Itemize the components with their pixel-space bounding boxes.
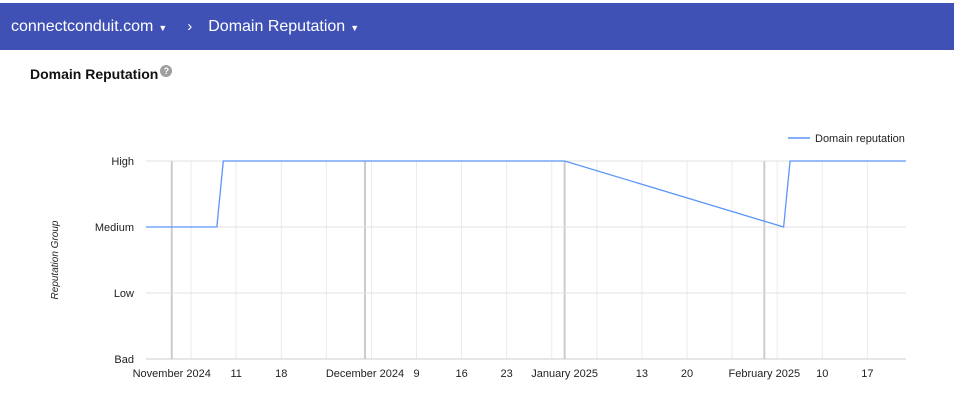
section-label: Domain Reputation (208, 17, 346, 35)
series-line (146, 160, 906, 228)
dropdown-caret-icon: ▼ (350, 22, 360, 33)
x-tick-label: February 2025 (729, 368, 801, 380)
help-icon[interactable]: ? (160, 65, 173, 77)
breadcrumb-separator-icon: › (187, 18, 193, 35)
x-tick-label: 18 (275, 368, 287, 380)
x-tick-label: 11 (230, 368, 241, 380)
domain-selector[interactable]: connectconduit.com ▼ (11, 18, 167, 36)
x-tick-label: January 2025 (531, 368, 598, 380)
page-title: Domain Reputation ? (30, 65, 173, 82)
x-tick-label: December 2024 (326, 368, 404, 380)
section-selector[interactable]: Domain Reputation ▼ (208, 18, 359, 36)
x-tick-label: 23 (501, 368, 513, 380)
x-tick-label: 17 (861, 368, 873, 380)
x-tick-label: 20 (681, 368, 693, 380)
x-tick-label: 10 (816, 368, 828, 380)
top-bar: connectconduit.com ▼ › Domain Reputation… (0, 3, 954, 50)
x-tick-label: 16 (455, 368, 467, 380)
y-tick-label: Bad (114, 354, 134, 366)
page-title-text: Domain Reputation (30, 66, 159, 82)
y-tick-label: Medium (95, 222, 134, 234)
x-tick-label: November 2024 (133, 368, 211, 380)
y-tick-label: High (111, 156, 134, 168)
x-tick-label: 13 (636, 368, 648, 380)
legend-label: Domain reputation (815, 133, 905, 145)
domain-label: connectconduit.com (11, 17, 154, 35)
dropdown-caret-icon: ▼ (158, 22, 168, 33)
y-axis-title: Reputation Group (50, 220, 61, 299)
x-tick-label: 9 (413, 368, 419, 380)
y-tick-label: Low (114, 288, 134, 300)
